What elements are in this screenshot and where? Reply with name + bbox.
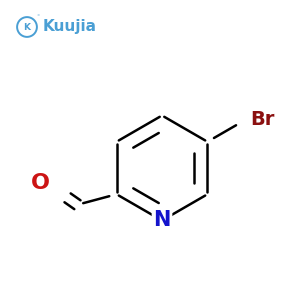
Text: K: K [23, 22, 31, 32]
Text: Kuujia: Kuujia [42, 20, 96, 34]
Text: Br: Br [250, 110, 274, 129]
Text: O: O [31, 172, 50, 193]
Text: °: ° [37, 14, 40, 19]
Text: N: N [153, 211, 171, 230]
